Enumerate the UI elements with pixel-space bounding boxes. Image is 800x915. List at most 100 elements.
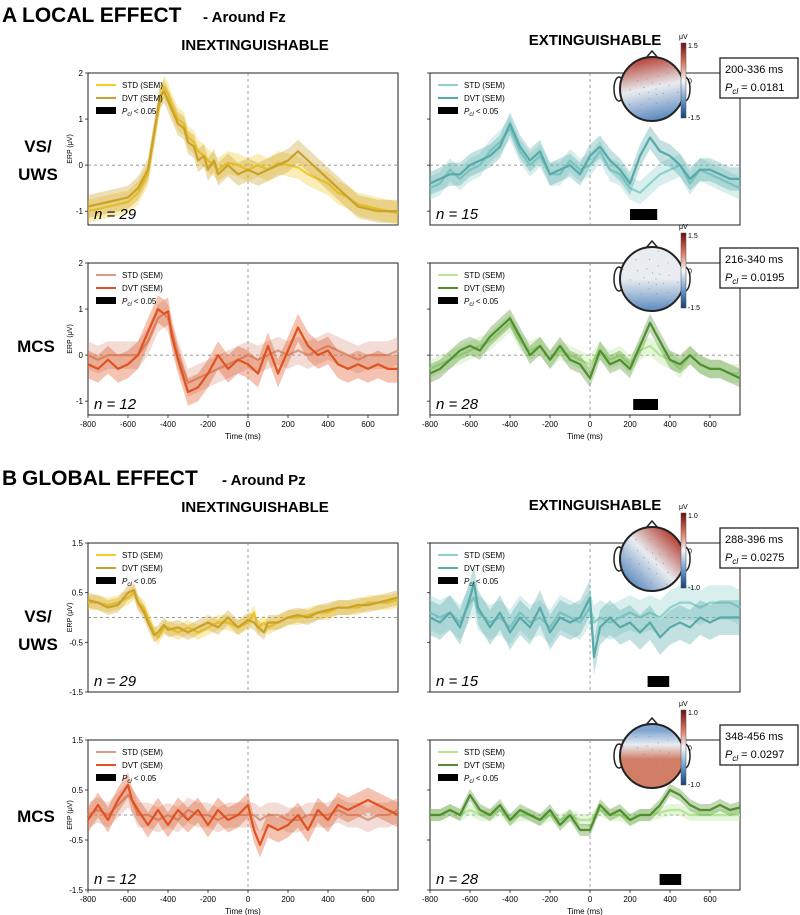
- topomap-electrode: [655, 94, 657, 96]
- x-tick-label: 600: [361, 420, 375, 429]
- legend-dvt-label: DVT (SEM): [122, 564, 163, 573]
- std-sem-band: [88, 585, 398, 645]
- panel-a-mcs-inext: -1 0 1 2 -800 -600 -400 -200 0 200 400 600 Time (ms)…: [67, 259, 399, 441]
- n-label: n = 29: [94, 673, 137, 690]
- section-b-title: GLOBAL EFFECT: [22, 467, 198, 490]
- dvt-sem-band: [430, 565, 740, 675]
- significance-bar: [630, 209, 658, 220]
- topomap-head: [619, 56, 685, 122]
- legend-sig-p: P: [464, 107, 470, 116]
- legend-dvt-label: DVT (SEM): [464, 94, 505, 103]
- pvalue-box: [719, 724, 799, 766]
- topomap-electrode: [648, 765, 650, 767]
- legend-sig-swatch: [96, 297, 116, 304]
- colorbar-max: 1.5: [688, 43, 698, 50]
- topomap-electrode: [666, 303, 667, 305]
- panel-b-mcs-ext: -800 -600 -400 -200 0 200 400 600 Time (ms) STD (…: [422, 701, 799, 915]
- topomap-head: [619, 246, 685, 312]
- legend-dvt-label: DVT (SEM): [122, 761, 163, 770]
- legend-sig-swatch: [438, 297, 458, 304]
- x-tick-label: 400: [321, 895, 335, 904]
- section-a-letter: A: [2, 4, 17, 27]
- section-a-title: LOCAL EFFECT: [22, 4, 182, 27]
- topomap-electrode: [655, 558, 657, 560]
- colorbar: [680, 42, 687, 119]
- x-tick-label: -800: [80, 895, 97, 904]
- significance-bar: [659, 874, 682, 885]
- section-a-subtitle: - Around Fz: [203, 9, 286, 26]
- section-a-row-vs-1: VS/: [24, 137, 52, 156]
- topomap-electrode: [650, 582, 652, 584]
- section-b-col-inext: INEXTINGUISHABLE: [181, 499, 329, 516]
- legend-std-label: STD (SEM): [122, 551, 163, 560]
- legend-sig-label: Pcl < 0.05: [122, 577, 157, 588]
- topomap-electrode: [659, 750, 661, 752]
- legend-sig-label: Pcl < 0.05: [122, 107, 157, 118]
- legend-sig-p: P: [122, 107, 128, 116]
- topomap-electrode: [629, 279, 631, 281]
- colorbar-max: 1.0: [688, 710, 698, 717]
- time-window-label: 216-340 ms: [725, 254, 784, 266]
- topomap-electrode: [637, 550, 639, 552]
- n-label: n = 12: [94, 396, 137, 413]
- topomap-electrode: [667, 291, 669, 293]
- section-a-col-inext: INEXTINGUISHABLE: [181, 37, 329, 54]
- topomap-electrode: [652, 749, 653, 751]
- x-tick-label: 400: [663, 895, 677, 904]
- topomap-electrode: [663, 92, 665, 94]
- section-b-col-ext: EXTINGUISHABLE: [529, 497, 662, 514]
- legend-dvt-label: DVT (SEM): [464, 564, 505, 573]
- topomap-electrode: [659, 83, 661, 85]
- colorbar-mid: 0: [688, 269, 692, 276]
- topomap-electrode: [663, 562, 665, 564]
- legend-sig-p: P: [122, 297, 128, 306]
- x-tick-label: -600: [462, 420, 479, 429]
- legend-sig-threshold: < 0.05: [474, 577, 499, 586]
- topomap-electrode: [666, 113, 667, 115]
- std-sem-band: [88, 299, 398, 397]
- topomap-electrode: [629, 104, 631, 105]
- topomap-electrode: [667, 101, 669, 103]
- legend-sig-threshold: < 0.05: [132, 774, 157, 783]
- topomap-electrode: [666, 583, 667, 585]
- pvalue-p: P: [725, 552, 733, 564]
- topomap-electrode: [663, 759, 665, 761]
- std-line: [430, 808, 740, 822]
- topomap-electrode: [639, 563, 641, 565]
- topomap-electrode: [655, 755, 657, 757]
- topomap-electrode: [643, 754, 645, 756]
- topomap-electrode: [629, 294, 631, 295]
- topomap-electrode: [667, 571, 669, 573]
- x-tick-label: 600: [703, 420, 717, 429]
- panel-b-vs-ext: STD (SEM) DVT (SEM) Pcl < 0.05 n = 15 μV1.0 0…: [427, 504, 799, 693]
- pvalue-value: = 0.0275: [738, 552, 784, 564]
- y-tick-label: 1: [79, 115, 84, 124]
- legend-sig-label: Pcl < 0.05: [122, 297, 157, 308]
- pvalue-box: [719, 527, 799, 569]
- topomap-electrode: [657, 545, 659, 547]
- x-tick-label: -200: [200, 420, 217, 429]
- x-tick-label: 400: [321, 420, 335, 429]
- pvalue-value: = 0.0195: [738, 272, 784, 284]
- y-tick-label: -1: [76, 207, 84, 216]
- topomap-electrode: [656, 573, 658, 575]
- topomap-electrode: [655, 761, 657, 763]
- topomap-electrode: [668, 274, 670, 276]
- topomap-electrode: [635, 539, 637, 541]
- pvalue-box: [719, 247, 799, 289]
- dvt-line: [87, 783, 399, 847]
- topomap-electrode: [666, 780, 667, 782]
- colorbar-min: -1.0: [688, 782, 700, 789]
- legend-std-label: STD (SEM): [122, 271, 163, 280]
- significance-bar: [633, 399, 658, 410]
- colorbar: [680, 512, 687, 589]
- time-window-label: 288-396 ms: [725, 534, 784, 546]
- x-tick-label: 600: [361, 895, 375, 904]
- topomap-electrode: [635, 69, 637, 71]
- topomap-electrode: [659, 553, 661, 555]
- topomap-electrode: [652, 82, 653, 84]
- pvalue-p: P: [725, 82, 733, 94]
- panel-a-vs-inext: -1 0 1 2 ERP (μV) STD (SEM) DVT (SEM) Pcl < 0.0…: [67, 69, 399, 226]
- y-axis-label: ERP (μV): [67, 134, 74, 164]
- pvalue-label: Pcl = 0.0297: [725, 749, 784, 763]
